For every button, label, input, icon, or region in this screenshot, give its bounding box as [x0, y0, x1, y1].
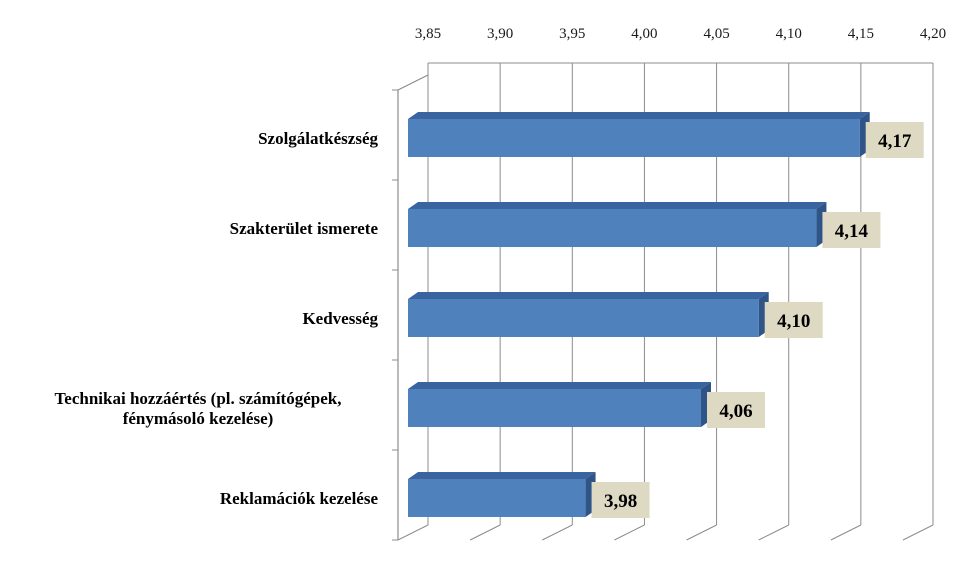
gridline-floor	[758, 524, 789, 541]
category-label: Kedvesség	[302, 309, 378, 328]
gridline-floor	[830, 524, 862, 541]
value-label-box	[764, 302, 823, 338]
bar-top	[408, 112, 870, 119]
value-label: 4,06	[719, 401, 752, 422]
bar-top	[408, 472, 596, 479]
value-label: 4,17	[878, 131, 912, 152]
bar-top	[408, 292, 769, 299]
category-label: Szakterület ismerete	[230, 219, 379, 238]
value-label: 4,14	[835, 221, 869, 242]
bar-top	[408, 202, 827, 209]
bar	[408, 479, 586, 517]
x-tick-label: 4,10	[776, 26, 802, 42]
bars	[408, 112, 870, 517]
x-tick-label: 4,15	[848, 26, 874, 42]
gridline-floor	[397, 524, 429, 541]
bar	[408, 299, 759, 337]
x-tick-labels: 3,85 3,90 3,95 4,00 4,05 4,10 4,15 4,20	[415, 26, 946, 42]
value-label-box	[822, 212, 881, 248]
axis-top-diagonal	[397, 74, 429, 91]
x-tick-label: 4,00	[631, 26, 657, 42]
category-label: Reklamációk kezelése	[220, 489, 379, 508]
value-label-box	[707, 392, 765, 428]
value-label-box	[591, 482, 650, 518]
x-tick-label: 4,05	[703, 26, 729, 42]
x-tick-label: 3,95	[559, 26, 585, 42]
gridline-floor	[902, 524, 934, 541]
bar-top	[408, 382, 711, 389]
bar	[408, 209, 817, 247]
x-tick-label: 3,90	[487, 26, 513, 42]
value-labels: 4,17 4,14 4,10 4,06 3,98	[591, 122, 924, 518]
value-label: 3,98	[604, 491, 637, 512]
x-tick-label: 3,85	[415, 26, 441, 42]
gridline-floor	[686, 524, 717, 541]
category-labels: Szolgálatkészség Szakterület ismerete Kedv…	[55, 129, 379, 508]
value-label-box	[865, 122, 924, 158]
x-tick-label: 4,20	[920, 26, 946, 42]
gridline-floor	[469, 524, 501, 541]
gridline-floor	[542, 524, 573, 541]
category-label: fénymásoló kezelése)	[123, 409, 274, 428]
category-label: Technikai hozzáértés (pl. számítógépek,	[55, 389, 342, 408]
bar	[408, 389, 701, 427]
value-label: 4,10	[777, 311, 810, 332]
category-label: Szolgálatkészség	[258, 129, 378, 148]
bar	[408, 119, 860, 157]
axes	[392, 62, 933, 541]
gridline-floor	[614, 524, 645, 541]
